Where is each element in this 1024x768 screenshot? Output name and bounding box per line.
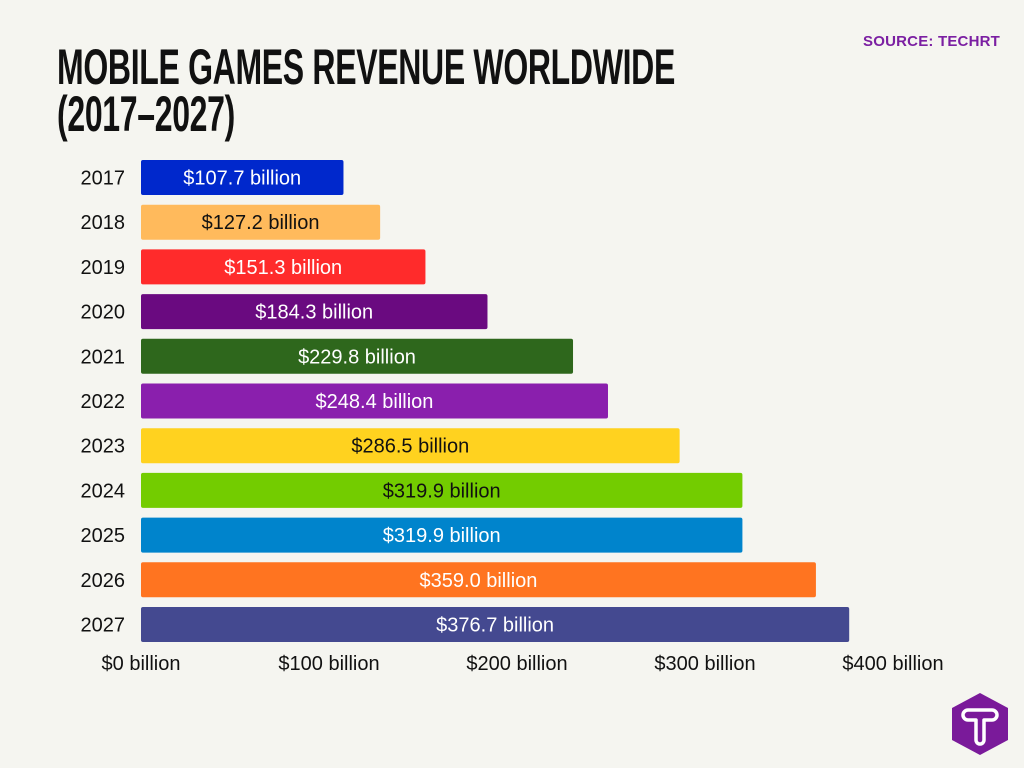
y-tick-label: 2018 <box>81 212 126 234</box>
bar-2027 <box>141 607 850 642</box>
y-tick-label: 2025 <box>81 525 126 547</box>
bar-2017 <box>141 160 344 195</box>
y-tick-label: 2027 <box>81 615 126 637</box>
data-label: $229.8 billion <box>298 346 416 368</box>
y-tick-label: 2023 <box>81 436 126 458</box>
y-tick-label: 2022 <box>81 391 126 413</box>
data-label: $184.3 billion <box>255 302 373 324</box>
bar-2021 <box>141 338 574 374</box>
y-tick-label: 2017 <box>81 168 126 190</box>
title-line-1: MOBILE GAMES REVENUE WORLDWIDE <box>57 39 675 95</box>
bar-2025 <box>141 517 743 553</box>
data-label: $376.7 billion <box>436 615 554 637</box>
y-tick-label: 2019 <box>81 257 126 279</box>
source-label: SOURCE: TECHRT <box>863 33 1000 50</box>
x-tick-label: $100 billion <box>278 653 379 675</box>
techrt-logo-icon <box>952 693 1008 755</box>
data-label: $248.4 billion <box>316 391 434 413</box>
data-label: $286.5 billion <box>351 436 469 458</box>
data-label: $319.9 billion <box>383 525 501 547</box>
bar-2026 <box>141 562 816 598</box>
x-tick-label: $300 billion <box>654 653 755 675</box>
data-label: $127.2 billion <box>202 212 320 234</box>
y-tick-label: 2024 <box>81 480 126 502</box>
data-label: $107.7 billion <box>183 168 301 190</box>
chart-title: MOBILE GAMES REVENUE WORLDWIDE (2017–202… <box>57 39 675 142</box>
bar-2018 <box>141 204 381 240</box>
bar-2022 <box>141 383 608 419</box>
x-tick-label: $400 billion <box>842 653 943 675</box>
bar-2024 <box>141 472 743 508</box>
data-label: $151.3 billion <box>224 257 342 279</box>
bar-2020 <box>141 294 488 330</box>
bar-2023 <box>141 428 680 464</box>
y-tick-label: 2026 <box>81 570 126 592</box>
data-label: $319.9 billion <box>383 480 501 502</box>
x-tick-label: $0 billion <box>102 653 181 675</box>
y-tick-label: 2020 <box>81 302 126 324</box>
data-label: $359.0 billion <box>420 570 538 592</box>
y-tick-label: 2021 <box>81 346 126 368</box>
x-tick-label: $200 billion <box>466 653 567 675</box>
bar-2019 <box>141 249 426 285</box>
title-line-2: (2017–2027) <box>57 86 235 142</box>
